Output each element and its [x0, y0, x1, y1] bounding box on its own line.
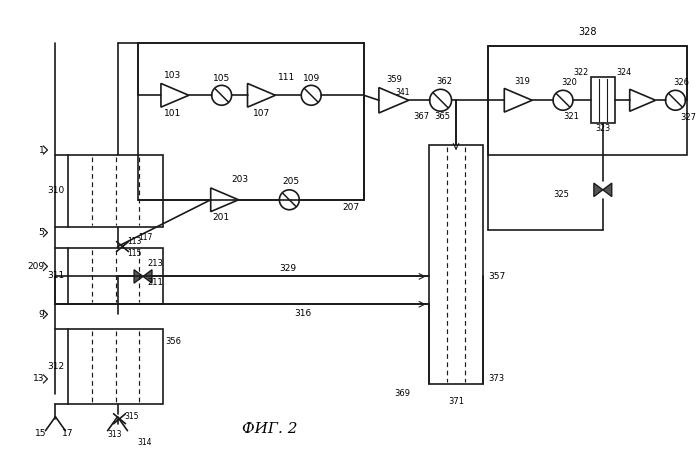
- Text: 310: 310: [47, 186, 64, 195]
- Text: 315: 315: [124, 412, 139, 421]
- Bar: [591, 77, 614, 123]
- Text: 359: 359: [386, 75, 402, 84]
- Text: 15: 15: [35, 429, 46, 438]
- Bar: [138, 43, 364, 200]
- Text: 327: 327: [680, 113, 696, 122]
- Text: 13: 13: [33, 374, 45, 383]
- Bar: [69, 247, 163, 304]
- Bar: [489, 45, 687, 155]
- Text: 312: 312: [48, 362, 64, 371]
- Bar: [428, 145, 484, 384]
- Text: 367: 367: [414, 112, 430, 121]
- Bar: [69, 155, 163, 227]
- Text: 201: 201: [212, 213, 229, 222]
- Bar: [69, 329, 163, 404]
- Text: 203: 203: [231, 176, 248, 185]
- Text: 322: 322: [574, 68, 589, 77]
- Text: 9: 9: [38, 310, 45, 319]
- Text: 329: 329: [280, 264, 296, 273]
- Text: 211: 211: [147, 278, 163, 287]
- Text: 321: 321: [563, 112, 579, 121]
- Text: 356: 356: [165, 337, 181, 346]
- Text: 362: 362: [437, 77, 453, 86]
- Polygon shape: [143, 270, 152, 283]
- Text: 5: 5: [38, 228, 45, 237]
- Text: 328: 328: [579, 26, 597, 37]
- Text: 319: 319: [514, 77, 530, 86]
- Text: 1: 1: [38, 145, 45, 154]
- Text: 320: 320: [561, 78, 577, 87]
- Text: 111: 111: [278, 73, 295, 82]
- Text: 341: 341: [396, 88, 410, 97]
- Text: 316: 316: [294, 309, 312, 318]
- Text: 311: 311: [47, 272, 64, 281]
- Text: 117: 117: [138, 233, 153, 242]
- Text: 324: 324: [617, 68, 632, 77]
- Text: 17: 17: [62, 429, 73, 438]
- Text: 365: 365: [435, 112, 451, 121]
- Text: 326: 326: [673, 78, 689, 87]
- Text: 314: 314: [138, 438, 152, 447]
- Text: 115: 115: [127, 249, 142, 258]
- Polygon shape: [594, 183, 603, 197]
- Text: 323: 323: [596, 123, 610, 132]
- Text: 103: 103: [164, 71, 182, 80]
- Text: 105: 105: [213, 74, 230, 83]
- Text: 101: 101: [164, 109, 182, 118]
- Text: 325: 325: [553, 190, 569, 199]
- Text: 209: 209: [27, 262, 45, 271]
- Text: 107: 107: [253, 109, 270, 118]
- Text: 205: 205: [282, 177, 300, 186]
- Polygon shape: [134, 270, 143, 283]
- Text: 313: 313: [108, 430, 122, 439]
- Text: 373: 373: [489, 374, 505, 383]
- Text: 109: 109: [303, 74, 320, 83]
- Text: 371: 371: [448, 397, 464, 406]
- Text: 369: 369: [395, 389, 411, 398]
- Polygon shape: [603, 183, 612, 197]
- Text: 357: 357: [489, 272, 505, 281]
- Text: 207: 207: [343, 203, 360, 212]
- Text: 213: 213: [147, 259, 163, 268]
- Text: ФИГ. 2: ФИГ. 2: [242, 422, 297, 436]
- Text: 113: 113: [127, 237, 142, 246]
